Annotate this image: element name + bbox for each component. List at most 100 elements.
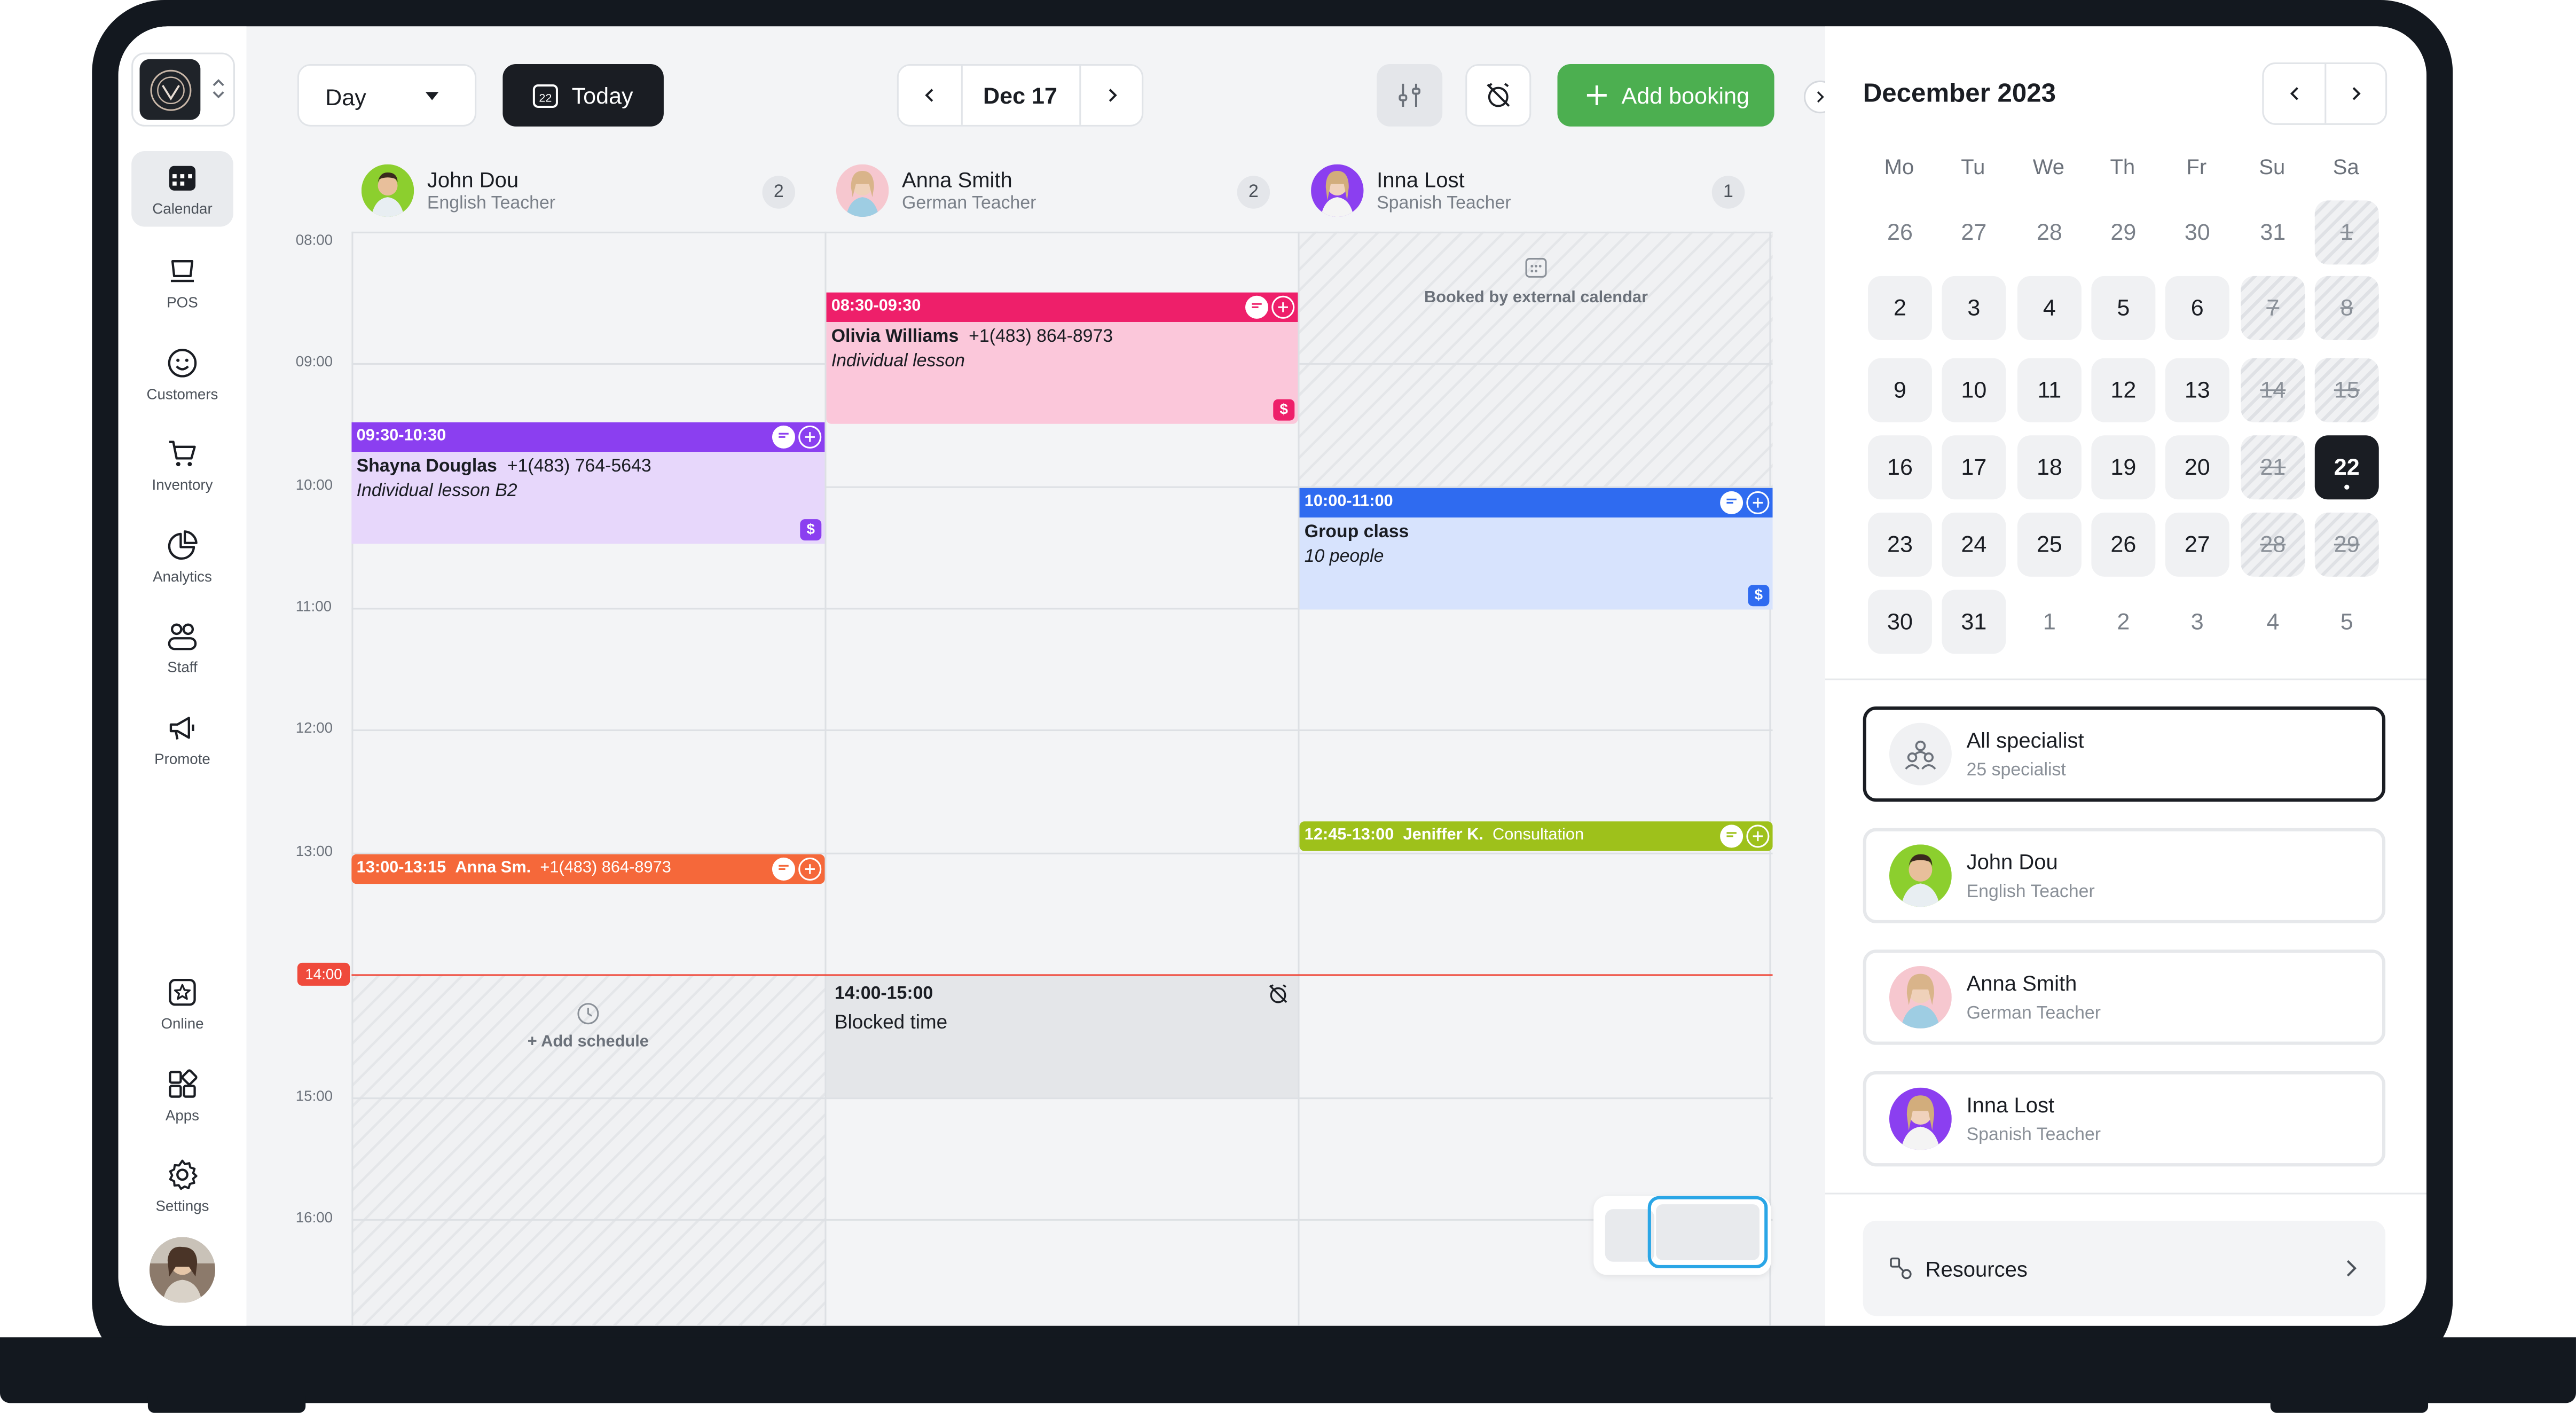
add-circle-icon[interactable] [798,857,822,881]
calendar-day[interactable]: 4 [2017,276,2082,340]
nav-promote[interactable]: Promote [131,702,233,778]
nav-calendar[interactable]: Calendar [131,151,233,227]
comment-icon[interactable] [1245,295,1269,319]
staff-column-header[interactable]: John Dou English Teacher 2 [351,161,811,226]
view-select[interactable]: Day [297,64,477,127]
booking-card[interactable]: 10:00-11:00 Group class 10 people $ [1299,488,1773,610]
calendar-day[interactable]: 26 [1887,218,1913,245]
current-date[interactable]: Dec 17 [983,82,1057,109]
calendar-day[interactable]: 7 [2241,276,2305,340]
calendar-day[interactable]: 29 [2110,218,2137,245]
staff-column-header[interactable]: Anna Smith German Teacher 2 [826,161,1286,226]
calendar-day[interactable]: 28 [2241,512,2305,577]
calendar-day[interactable]: 29 [2314,512,2379,577]
specialist-all[interactable]: All specialist 25 specialist [1863,706,2386,802]
calendar-day[interactable]: 22 [2314,435,2379,500]
calendar-day[interactable]: 13 [2165,358,2229,422]
next-day-button[interactable] [1079,66,1143,125]
staff-column-header[interactable]: Inna Lost Spanish Teacher 1 [1301,161,1761,226]
calendar-day[interactable]: 30 [2184,218,2210,245]
calendar-day[interactable]: 6 [2165,276,2229,340]
nav-pos[interactable]: POS [131,245,233,320]
booking-client: Shayna Douglas +1(483) 764-5643 [351,452,824,476]
add-circle-icon[interactable] [1271,295,1295,319]
calendar-day[interactable]: 28 [2036,218,2062,245]
calendar-day[interactable]: 25 [2017,512,2082,577]
calendar-day[interactable]: 24 [1942,512,2006,577]
nav-inventory[interactable]: Inventory [131,427,233,503]
prev-month-button[interactable] [2264,64,2327,123]
staff-column[interactable] [824,231,1298,1326]
calendar-day[interactable]: 1 [2043,608,2056,634]
comment-icon[interactable] [1720,491,1743,514]
calendar-day[interactable]: 15 [2314,358,2379,422]
staff-column[interactable] [1298,231,1771,1326]
nav-analytics[interactable]: Analytics [131,519,233,595]
calendar-day[interactable]: 18 [2017,435,2082,500]
calendar-day[interactable]: 31 [1942,590,2006,654]
booking-card[interactable]: 09:30-10:30 Shayna Douglas +1(483) 764-5… [351,422,825,544]
comment-icon[interactable] [772,857,796,881]
calendar-day[interactable]: 3 [2190,608,2204,634]
blocked-time-block[interactable]: 14:00-15:00 Blocked time [826,976,1298,1098]
business-switcher[interactable] [131,52,235,127]
calendar-day[interactable]: 5 [2091,276,2156,340]
calendar-day[interactable]: 2 [1867,276,1932,340]
calendar-day[interactable]: 31 [2260,218,2286,245]
calendar-day[interactable]: 1 [2314,200,2379,265]
calendar-day[interactable]: 19 [2091,435,2156,500]
booking-card[interactable]: 12:45-13:00 Jeniffer K. Consultation [1299,821,1773,851]
booking-card[interactable]: 13:00-13:15 Anna Sm. +1(483) 864-8973 [351,854,825,884]
unscheduled-block[interactable] [351,976,825,1326]
add-circle-icon[interactable] [1746,491,1770,514]
specialist-item[interactable]: Anna Smith German Teacher [1863,949,2386,1045]
calendar-day[interactable]: 21 [2241,435,2305,500]
calendar-day[interactable]: 9 [1867,358,1932,422]
calendar-day[interactable]: 14 [2241,358,2305,422]
calendar-day[interactable]: 27 [2165,512,2229,577]
booking-card[interactable]: 08:30-09:30 Olivia Williams +1(483) 864-… [826,292,1298,424]
calendar-day[interactable]: 23 [1867,512,1932,577]
add-circle-icon[interactable] [1746,825,1770,848]
expanded-view-option[interactable] [1647,1196,1768,1269]
today-button[interactable]: 22 Today [502,64,664,127]
calendar-day[interactable]: 30 [1867,590,1932,654]
calendar-day[interactable]: 3 [1942,276,2006,340]
calendar-day[interactable]: 16 [1867,435,1932,500]
nav-apps[interactable]: Apps [131,1058,233,1134]
nav-customers[interactable]: Customers [131,337,233,413]
calendar-day[interactable]: 10 [1942,358,2006,422]
add-circle-icon[interactable] [798,425,822,449]
calendar-day[interactable]: 12 [2091,358,2156,422]
add-booking-button[interactable]: Add booking [1557,64,1774,127]
staff-column[interactable] [351,231,824,1326]
user-avatar[interactable] [149,1237,216,1303]
filter-button[interactable] [1377,64,1443,127]
comment-icon[interactable] [772,425,796,449]
nav-settings[interactable]: Settings [131,1148,233,1224]
block-time-button[interactable] [1465,64,1532,127]
comment-icon[interactable] [1720,825,1743,848]
specialist-item[interactable]: John Dou English Teacher [1863,828,2386,923]
month-title: December 2023 [1863,80,2056,109]
alarm-off-icon [1269,984,1287,1003]
calendar-day[interactable]: 8 [2314,276,2379,340]
calendar-day[interactable]: 2 [2117,608,2130,634]
nav-online[interactable]: Online [131,966,233,1042]
resources-button[interactable]: Resources [1863,1220,2386,1316]
next-month-button[interactable] [2324,64,2385,123]
calendar-day[interactable]: 17 [1942,435,2006,500]
time-label: 08:00 [295,231,333,248]
calendar-day[interactable]: 27 [1961,218,1987,245]
add-schedule-link[interactable]: + Add schedule [351,1002,824,1051]
specialist-item[interactable]: Inna Lost Spanish Teacher [1863,1071,2386,1167]
calendar-day[interactable]: 11 [2017,358,2082,422]
calendar-day[interactable]: 20 [2165,435,2229,500]
calendar-day[interactable]: 5 [2340,608,2353,634]
prev-day-button[interactable] [899,66,963,125]
calendar-day[interactable]: 4 [2266,608,2280,634]
zoom-toggle[interactable] [1593,1196,1771,1275]
nav-staff[interactable]: Staff [131,609,233,685]
calendar-day[interactable]: 26 [2091,512,2156,577]
compact-view-option[interactable] [1605,1209,1655,1262]
